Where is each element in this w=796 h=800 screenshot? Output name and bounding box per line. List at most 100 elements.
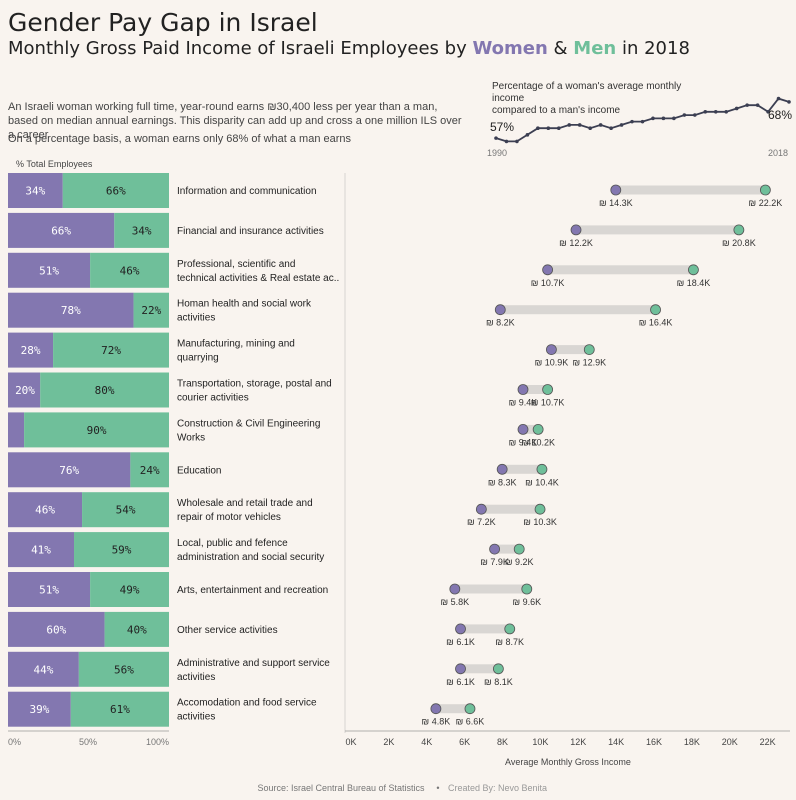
income-gap-bar bbox=[502, 464, 542, 474]
women-income-label: ₪ 9.4K bbox=[509, 398, 538, 408]
subtitle-post: in 2018 bbox=[616, 38, 690, 59]
men-share-label: 54% bbox=[116, 504, 136, 517]
sparkline-point bbox=[724, 109, 729, 114]
women-share-label: 51% bbox=[39, 584, 59, 597]
men-share-bar bbox=[78, 651, 169, 687]
men-income-label: ₪ 12.9K bbox=[572, 358, 606, 368]
income-gap-bar bbox=[460, 624, 510, 634]
men-income-label: ₪ 10.4K bbox=[525, 477, 559, 487]
category-label: Homan health and social work bbox=[177, 299, 312, 310]
men-income-label: ₪ 18.4K bbox=[677, 278, 711, 288]
men-share-bar bbox=[82, 492, 169, 528]
dumbbell-x-tick: 16K bbox=[646, 737, 662, 747]
sparkline-point bbox=[787, 100, 791, 104]
women-share-bar bbox=[8, 212, 115, 248]
men-share-label: 49% bbox=[120, 584, 140, 597]
men-income-label: ₪ 8.1K bbox=[484, 677, 513, 687]
income-gap-bar bbox=[551, 345, 590, 355]
men-income-dot bbox=[534, 503, 546, 515]
category-label: activities bbox=[177, 672, 215, 683]
income-gap-bar bbox=[454, 584, 527, 594]
category-label: Works bbox=[177, 432, 205, 443]
page-title: Gender Pay Gap in Israel bbox=[8, 8, 318, 37]
category-label: activities bbox=[177, 712, 215, 723]
description-paragraph-1: An Israeli woman working full time, year… bbox=[8, 101, 462, 141]
women-income-dot bbox=[517, 384, 529, 395]
sparkline-point bbox=[672, 116, 676, 121]
women-share-bar bbox=[8, 292, 134, 328]
subtitle-amp: & bbox=[547, 38, 574, 59]
men-share-bar bbox=[70, 691, 169, 727]
men-share-bar bbox=[53, 332, 169, 368]
sparkline-point bbox=[661, 116, 666, 121]
sparkline-point bbox=[567, 123, 572, 127]
men-share-label: 61% bbox=[110, 703, 130, 716]
women-income-dot bbox=[570, 224, 582, 236]
men-share-bar bbox=[114, 212, 169, 248]
bar-x-tick: 100% bbox=[146, 737, 169, 747]
category-label: Local, public and fefence bbox=[177, 538, 288, 549]
category-label: Professional, scientific and bbox=[177, 259, 295, 270]
men-share-label: 90% bbox=[87, 424, 107, 437]
men-income-label: ₪ 16.4K bbox=[639, 318, 673, 328]
category-label: Other service activities bbox=[177, 625, 278, 636]
sparkline-title-line: Percentage of a woman's average monthly bbox=[492, 81, 681, 92]
sparkline-point bbox=[556, 126, 561, 131]
women-share-label: 39% bbox=[29, 703, 49, 716]
footer-credit: Created By: Nevo Benita bbox=[448, 783, 547, 793]
women-share-bar bbox=[8, 611, 105, 647]
description-paragraph-2: On a percentage basis, a woman earns onl… bbox=[8, 133, 352, 145]
women-income-dot bbox=[430, 703, 442, 715]
women-income-label: ₪ 9.4K bbox=[509, 437, 538, 447]
women-income-dot bbox=[610, 184, 622, 196]
men-income-dot bbox=[464, 703, 476, 715]
women-income-dot bbox=[489, 543, 500, 555]
income-gap-bar bbox=[494, 544, 520, 554]
sparkline-point bbox=[536, 126, 540, 131]
dumbbell-x-tick: 18K bbox=[684, 737, 700, 747]
footer-separator: • bbox=[436, 783, 439, 793]
sparkline-point bbox=[703, 109, 708, 114]
category-label: Financial and insurance activities bbox=[177, 226, 324, 237]
dumbbell-x-tick: 6K bbox=[459, 737, 470, 747]
men-share-bar bbox=[40, 372, 170, 408]
category-label: courier activities bbox=[177, 393, 249, 404]
men-share-label: 56% bbox=[114, 663, 134, 676]
category-label: Wholesale and retail trade and bbox=[177, 498, 313, 509]
men-income-dot bbox=[733, 224, 745, 236]
women-share-bar bbox=[8, 252, 91, 288]
men-income-label: ₪ 8.7K bbox=[495, 637, 524, 647]
women-share-bar bbox=[8, 532, 75, 568]
sparkline-x-tick: 2018 bbox=[768, 148, 788, 158]
men-income-label: ₪ 9.6K bbox=[512, 597, 541, 607]
women-share-bar bbox=[8, 332, 54, 368]
category-label: Information and communication bbox=[177, 186, 317, 197]
men-income-dot bbox=[583, 344, 595, 356]
category-label: Manufacturing, mining and bbox=[177, 339, 295, 350]
women-income-label: ₪ 14.3K bbox=[599, 198, 633, 208]
women-share-label: 28% bbox=[21, 344, 41, 357]
men-income-dot bbox=[532, 423, 544, 435]
income-gap-bar bbox=[547, 265, 694, 275]
subtitle-women: Women bbox=[472, 38, 548, 59]
women-share-bar bbox=[8, 572, 91, 607]
men-income-label: ₪ 20.8K bbox=[722, 238, 756, 248]
men-income-dot bbox=[688, 264, 699, 276]
income-gap-bar bbox=[435, 704, 470, 714]
sparkline-point bbox=[619, 123, 624, 127]
sparkline-point bbox=[515, 139, 519, 144]
footer-source: Source: Israel Central Bureau of Statist… bbox=[257, 783, 425, 793]
category-label: Arts, entertainment and recreation bbox=[177, 585, 328, 596]
dumbbell-x-tick: 8K bbox=[497, 737, 508, 747]
men-income-dot bbox=[521, 583, 533, 595]
men-income-label: ₪ 10.2K bbox=[521, 437, 555, 447]
women-share-bar bbox=[8, 173, 63, 208]
men-income-label: ₪ 6.6K bbox=[456, 717, 485, 727]
dumbbell-x-tick: 22K bbox=[760, 737, 776, 747]
women-income-label: ₪ 8.2K bbox=[486, 318, 515, 328]
men-share-label: 72% bbox=[101, 344, 121, 357]
dumbbell-x-tick: 4K bbox=[421, 737, 432, 747]
sparkline-point bbox=[588, 126, 592, 131]
women-share-label: 44% bbox=[33, 663, 53, 676]
